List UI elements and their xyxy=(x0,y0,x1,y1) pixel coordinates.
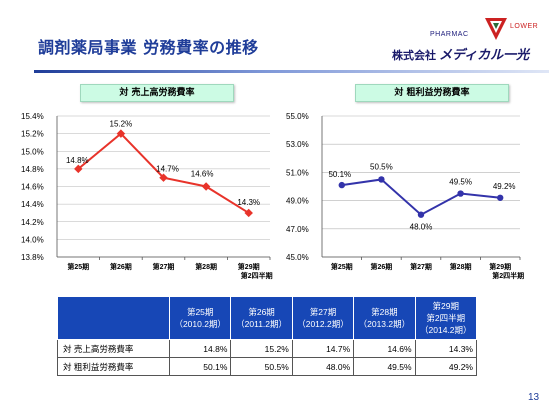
chart1-category-label: 第29期 xyxy=(238,262,260,271)
chart2-data-label: 49.2% xyxy=(493,182,516,191)
chart2-category-label: 第29期 xyxy=(489,262,511,271)
page-number: 13 xyxy=(528,392,540,403)
chart1-y-tick-label: 13.8% xyxy=(21,253,44,262)
chart1-y-tick-label: 14.2% xyxy=(21,218,44,227)
chart1-title: 対 売上高労務費率 xyxy=(80,84,234,102)
chart1-data-point xyxy=(201,182,211,191)
table-header-cell: 第25期 （2010.2期） xyxy=(168,296,232,340)
chart2-y-tick-label: 47.0% xyxy=(286,225,309,234)
chart2-y-tick-label: 45.0% xyxy=(286,253,309,262)
table-row: 対 粗利益労務費率 50.1% 50.5% 48.0% 49.5% 49.2% xyxy=(57,357,478,376)
chart1-data-point xyxy=(159,173,168,182)
table-row: 対 売上高労務費率 14.8% 15.2% 14.7% 14.6% 14.3% xyxy=(57,339,478,358)
chart1-data-label: 14.6% xyxy=(191,170,214,179)
table-cell: 14.7% xyxy=(291,339,355,358)
chart2-data-point xyxy=(457,190,464,197)
chart1-data-point xyxy=(116,129,126,138)
table-corner-cell xyxy=(57,296,170,340)
table-cell: 50.5% xyxy=(230,357,293,376)
chart2-y-tick-label: 53.0% xyxy=(286,140,309,149)
chart2-category-label: 第27期 xyxy=(410,262,432,271)
table-cell: 49.5% xyxy=(353,357,416,376)
chart1-category-label: 第26期 xyxy=(110,262,132,271)
row-label: 対 粗利益労務費率 xyxy=(57,357,170,376)
chart1-y-tick-label: 14.4% xyxy=(21,200,44,209)
table-header-cell: 第26期 （2011.2期） xyxy=(230,296,293,340)
chart1-y-tick-label: 15.2% xyxy=(21,130,44,139)
data-table: 第25期 （2010.2期） 第26期 （2011.2期） 第27期 （2012.2期… xyxy=(57,296,478,376)
chart1-data-label: 14.8% xyxy=(66,156,89,165)
chart1-y-tick-label: 14.0% xyxy=(21,235,44,244)
chart2-category-label: 第25期 xyxy=(331,262,353,271)
table-cell: 48.0% xyxy=(291,357,355,376)
chart1-data-label: 14.7% xyxy=(156,165,179,174)
chart2-y-tick-label: 55.0% xyxy=(286,112,309,121)
company-name: メディカル一光 xyxy=(439,48,530,63)
chart1-y-tick-label: 14.6% xyxy=(21,183,44,192)
chart1-y-tick-label: 15.4% xyxy=(21,112,44,121)
row-label: 対 売上高労務費率 xyxy=(57,339,170,358)
table-header-cell: 第29期 第2四半期 （2014.2期） xyxy=(414,296,478,340)
chart2-data-point xyxy=(497,194,504,201)
table-cell: 14.8% xyxy=(168,339,232,358)
table-cell: 49.2% xyxy=(414,357,478,376)
company-prefix: 株式会社 xyxy=(392,49,436,62)
chart2-data-label: 49.5% xyxy=(449,178,472,187)
brand-pharmac: PHARMAC xyxy=(430,31,469,38)
chart1-y-tick-label: 15.0% xyxy=(21,147,44,156)
chart1-category-label: 第2四半期 xyxy=(241,271,273,280)
table-cell: 15.2% xyxy=(230,339,293,358)
chart2-category-label: 第28期 xyxy=(450,262,472,271)
chart2-title: 対 粗利益労務費率 xyxy=(355,84,509,102)
page-title: 調剤薬局事業 労務費率の推移 xyxy=(38,38,259,57)
table-header-row: 第25期 （2010.2期） 第26期 （2011.2期） 第27期 （2012.2期… xyxy=(57,296,478,340)
table-header-cell: 第28期 （2013.2期） xyxy=(353,296,416,340)
table-cell: 50.1% xyxy=(168,357,232,376)
chart1-data-label: 14.3% xyxy=(237,198,260,207)
chart2-data-label: 50.1% xyxy=(328,170,351,179)
chart1-category-label: 第27期 xyxy=(153,262,175,271)
chart1-category-label: 第25期 xyxy=(67,262,89,271)
chart2-y-tick-label: 51.0% xyxy=(286,168,309,177)
chart2-series-line xyxy=(341,178,501,216)
chart2-data-label: 50.5% xyxy=(370,162,393,171)
chart1-category-label: 第28期 xyxy=(195,262,217,271)
brand-flower: LOWER xyxy=(510,23,539,30)
company-logo: 株式会社 メディカル一光 xyxy=(392,44,529,63)
chart2-category-label: 第2四半期 xyxy=(492,271,524,280)
chart1-data-point xyxy=(244,208,253,218)
chart2-data-point xyxy=(338,181,345,189)
chart1-y-tick-label: 14.8% xyxy=(21,165,44,174)
chart2-y-tick-label: 49.0% xyxy=(286,197,309,206)
title-underline xyxy=(34,70,549,73)
chart2-category-label: 第26期 xyxy=(371,262,393,271)
chart1-data-label: 15.2% xyxy=(110,120,133,129)
flower-icon xyxy=(485,18,507,40)
brand-logo: PHARMAC LOWER xyxy=(430,16,550,44)
chart1-data-point xyxy=(74,164,83,174)
chart2-data-point xyxy=(417,211,425,218)
chart2-data-label: 48.0% xyxy=(410,223,433,232)
table-cell: 14.3% xyxy=(414,339,478,358)
chart2-data-point xyxy=(378,176,385,183)
table-cell: 14.6% xyxy=(353,339,416,358)
table-header-cell: 第27期 （2012.2期） xyxy=(291,296,355,340)
